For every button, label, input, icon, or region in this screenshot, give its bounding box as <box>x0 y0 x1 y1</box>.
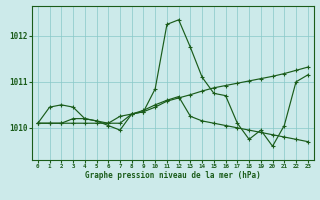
X-axis label: Graphe pression niveau de la mer (hPa): Graphe pression niveau de la mer (hPa) <box>85 171 261 180</box>
